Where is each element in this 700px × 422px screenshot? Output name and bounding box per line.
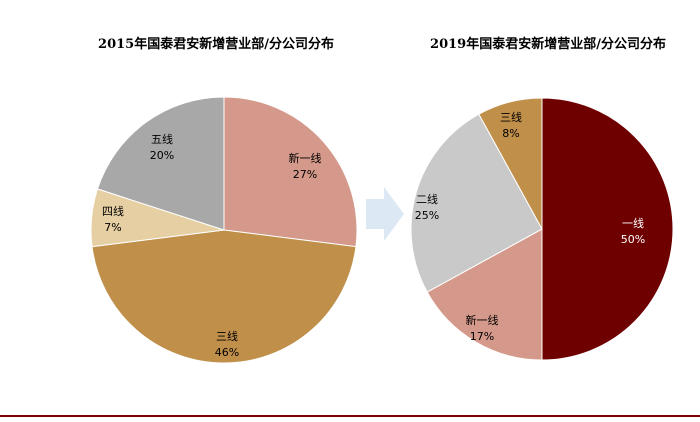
slice-value-label: 25%	[415, 209, 439, 222]
slice-value-label: 17%	[470, 330, 494, 343]
pie-slice	[541, 97, 674, 361]
slice-category-label: 新一线	[466, 313, 499, 327]
slice-category-label: 一线	[622, 216, 644, 230]
pie-slice	[410, 113, 543, 293]
arrow-right-icon	[366, 187, 404, 241]
pie-chart-2015: 新一线 27% 三线 46% 四线 7% 五线 20%	[90, 96, 358, 364]
slice-category-label: 二线	[416, 192, 438, 206]
slice-value-label: 8%	[502, 127, 519, 140]
slice-value-label: 20%	[150, 149, 174, 162]
pie-slice	[478, 97, 543, 230]
slice-value-label: 7%	[104, 221, 121, 234]
chart-title-2019: 2019年国泰君安新增营业部/分公司分布	[430, 36, 666, 52]
slice-value-label: 50%	[621, 233, 645, 246]
slice-category-label: 四线	[102, 204, 124, 218]
pie-slice	[91, 229, 357, 364]
slice-value-label: 27%	[293, 168, 317, 181]
slice-category-label: 新一线	[289, 151, 322, 165]
chart-title-2015: 2015年国泰君安新增营业部/分公司分布	[98, 36, 334, 52]
slice-category-label: 三线	[216, 329, 238, 343]
pie-slice	[96, 96, 225, 231]
slice-category-label: 五线	[151, 132, 173, 146]
pie-chart-2019: 一线 50% 新一线 17% 二线 25% 三线 8%	[410, 97, 674, 361]
pie-slice	[223, 96, 358, 248]
slice-category-label: 三线	[500, 110, 522, 124]
pie-slice	[426, 228, 543, 361]
slice-value-label: 46%	[215, 346, 239, 359]
